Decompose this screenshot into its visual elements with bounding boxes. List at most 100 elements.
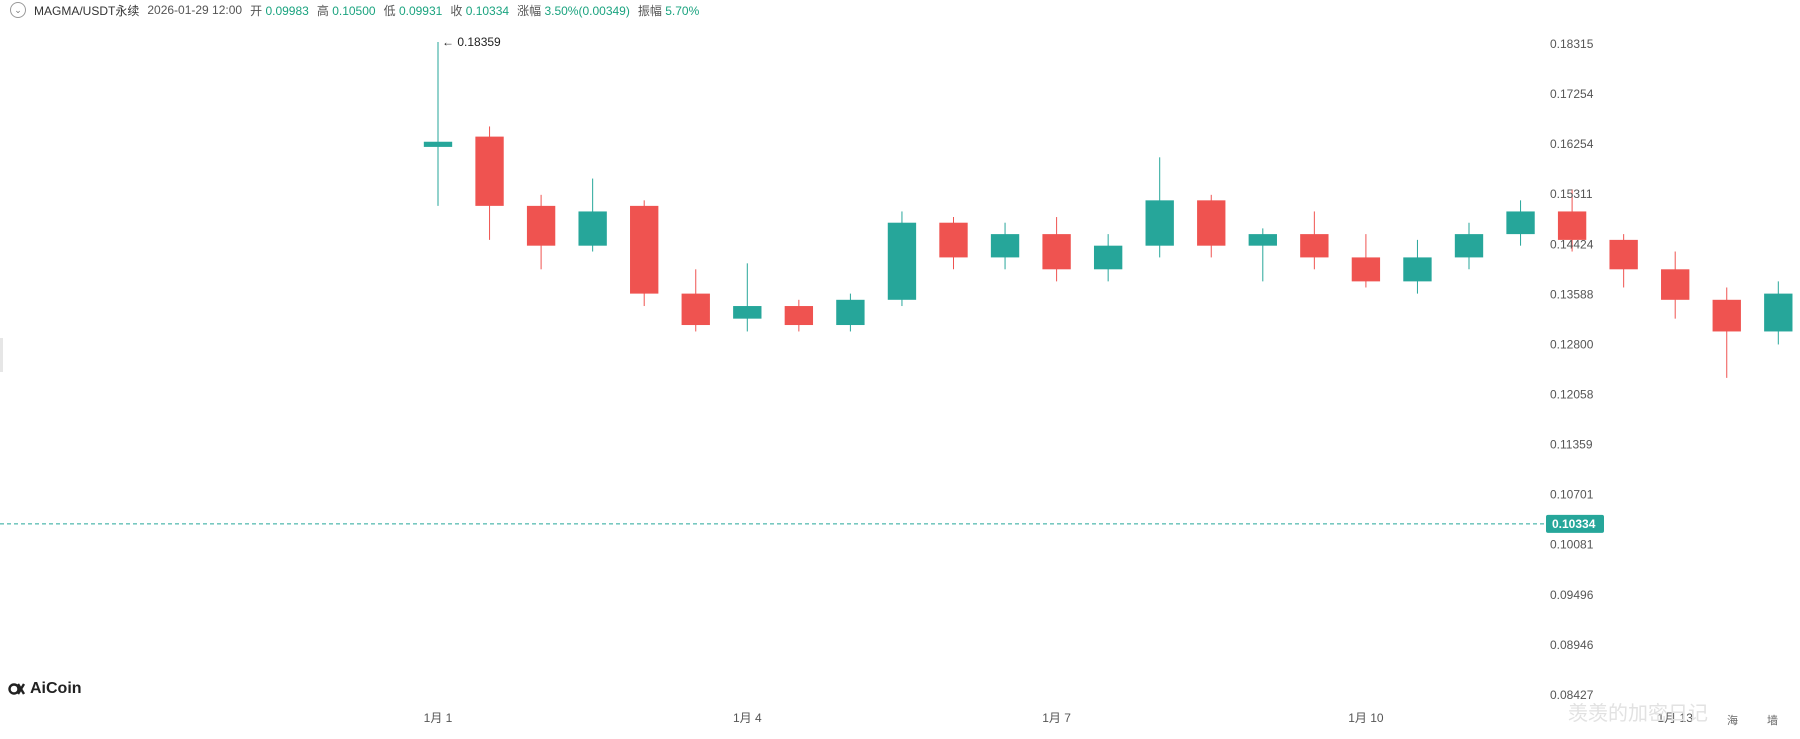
current-price-label: 0.10334 xyxy=(1552,517,1596,531)
candle[interactable] xyxy=(990,222,1020,270)
candle-body xyxy=(526,205,556,246)
candle[interactable] xyxy=(1248,228,1277,282)
time-tick-label: 1月 4 xyxy=(733,711,762,725)
current-price-line: 0.10334 xyxy=(0,514,1604,533)
price-tick-label: 0.11359 xyxy=(1550,438,1593,452)
change-value: 3.50%(0.00349) xyxy=(544,3,630,18)
candle[interactable] xyxy=(784,299,814,332)
low-label: 低 xyxy=(383,3,396,18)
candle-body xyxy=(990,234,1020,258)
candle-body xyxy=(1042,234,1071,270)
candle-body xyxy=(1764,293,1793,332)
candle[interactable] xyxy=(423,41,453,206)
candle-body xyxy=(475,136,504,206)
watermark: 羡羡的加密日记 xyxy=(1568,697,1708,726)
price-tick-label: 0.08946 xyxy=(1550,638,1594,652)
candle[interactable] xyxy=(1454,222,1484,270)
high-value: 0.10500 xyxy=(332,3,376,18)
candles-layer[interactable] xyxy=(423,41,1800,666)
price-tick-label: 0.15311 xyxy=(1550,187,1593,201)
candle[interactable] xyxy=(630,200,659,307)
amplitude-label: 振幅 xyxy=(637,3,662,18)
candle[interactable] xyxy=(1764,281,1793,345)
time-tick-label: 1月 7 xyxy=(1042,711,1071,725)
axis-corner-label[interactable]: 墙 xyxy=(1767,713,1778,727)
candle-body xyxy=(1454,234,1484,258)
candle[interactable] xyxy=(1506,200,1535,246)
candle-body xyxy=(630,205,659,294)
max-price-annotation: ← 0.18359 xyxy=(442,35,501,49)
candle-body xyxy=(784,306,814,326)
price-tick-label: 0.12058 xyxy=(1550,388,1594,402)
candle[interactable] xyxy=(578,178,607,252)
candle-body xyxy=(887,222,917,300)
candle-body xyxy=(1661,269,1690,300)
candle-body xyxy=(1403,257,1432,282)
aicoin-logo-icon xyxy=(8,683,26,695)
axis-corner-label[interactable]: 海 xyxy=(1727,713,1738,727)
candle-body xyxy=(939,222,968,258)
candle-body xyxy=(733,306,762,319)
candle[interactable] xyxy=(475,126,504,240)
low-value: 0.09931 xyxy=(398,3,443,18)
candle-body xyxy=(681,293,710,326)
candle-body xyxy=(578,211,607,246)
candle-body xyxy=(1351,257,1381,282)
candle[interactable] xyxy=(1197,194,1226,258)
candle-body xyxy=(1248,234,1277,246)
price-tick-label: 0.14424 xyxy=(1550,237,1594,251)
candle-body xyxy=(1506,211,1535,235)
price-tick-label: 0.10081 xyxy=(1550,538,1594,552)
collapse-chevron-icon[interactable]: ⌄ xyxy=(10,2,26,18)
candle[interactable] xyxy=(1351,234,1381,288)
time-tick-label: 1月 10 xyxy=(1348,711,1384,725)
candle[interactable] xyxy=(733,263,762,332)
candle[interactable] xyxy=(1661,251,1690,319)
candle[interactable] xyxy=(681,269,710,332)
candle-body xyxy=(1145,200,1174,246)
watermark-text: 羡羡的加密日记 xyxy=(1568,703,1708,725)
candle[interactable] xyxy=(1145,157,1174,258)
candle[interactable] xyxy=(1042,217,1071,282)
candle[interactable] xyxy=(1557,189,1587,252)
candle[interactable] xyxy=(1609,234,1638,288)
candle-body xyxy=(423,141,453,147)
candle[interactable] xyxy=(1300,211,1329,270)
candle[interactable] xyxy=(1093,234,1123,282)
open-label: 开 xyxy=(250,3,263,18)
candle-body xyxy=(1197,200,1226,246)
candle[interactable] xyxy=(526,194,556,270)
price-tick-label: 0.17254 xyxy=(1550,87,1594,101)
symbol-name[interactable]: MAGMA/USDT永续 xyxy=(34,3,140,18)
price-tick-label: 0.10701 xyxy=(1550,488,1594,502)
ohlc-header: ⌄ MAGMA/USDT永续 2026-01-29 12:00 开 0.0998… xyxy=(0,0,1500,20)
candle[interactable] xyxy=(1403,239,1432,294)
candle[interactable] xyxy=(836,293,865,332)
candle-body xyxy=(1557,211,1587,240)
left-drag-handle[interactable] xyxy=(0,338,3,372)
amplitude-value: 5.70% xyxy=(665,3,700,18)
current-price-tag xyxy=(1546,514,1604,533)
candle-body xyxy=(836,299,865,326)
candle[interactable] xyxy=(1712,287,1741,378)
price-tick-label: 0.09496 xyxy=(1550,588,1594,602)
price-tick-label: 0.13588 xyxy=(1550,287,1594,301)
candle-body xyxy=(1093,245,1123,270)
candle-body xyxy=(1712,299,1741,332)
aicoin-logo: AiCoin xyxy=(8,680,82,698)
candle-datetime: 2026-01-29 12:00 xyxy=(147,3,243,17)
change-label: 涨幅 xyxy=(517,3,542,18)
logo-text: AiCoin xyxy=(30,680,82,697)
open-value: 0.09983 xyxy=(265,3,309,18)
price-axis[interactable]: 0.18315 0.17254 0.16254 0.15311 0.14424 0.135… xyxy=(1550,37,1778,727)
high-label: 高 xyxy=(316,3,329,18)
time-tick-label: 1月 1 xyxy=(424,711,453,725)
candle[interactable] xyxy=(939,217,968,270)
candle[interactable] xyxy=(887,211,917,307)
candle-body xyxy=(1300,234,1329,258)
price-tick-label: 0.16254 xyxy=(1550,137,1594,151)
